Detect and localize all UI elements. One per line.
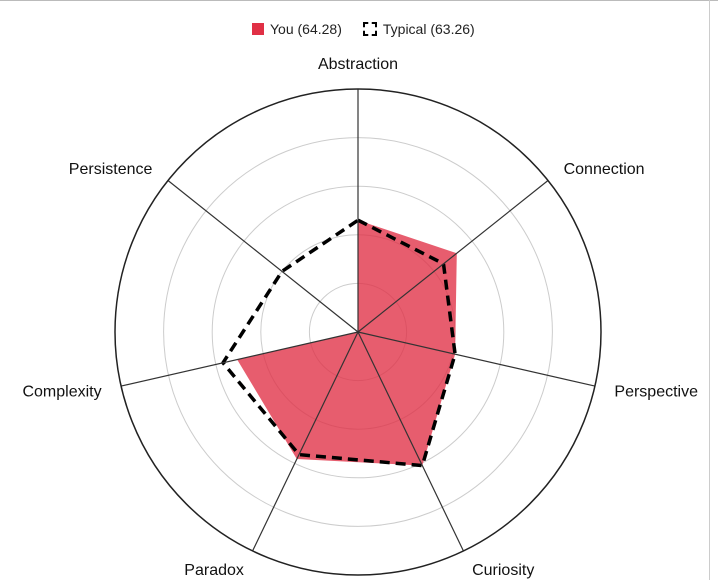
- legend-item-you[interactable]: You (64.28): [252, 21, 342, 37]
- axis-spoke-paradox: [252, 331, 359, 552]
- series-you-area: [237, 220, 457, 466]
- outer-ring: [114, 88, 602, 576]
- axis-spoke-persistence: [167, 180, 359, 333]
- legend-swatch-you: [252, 23, 264, 35]
- legend-item-typical[interactable]: Typical (63.26): [362, 21, 475, 37]
- axis-spoke-complexity: [120, 331, 359, 387]
- scrollbar-edge: [709, 0, 710, 580]
- legend-swatch-typical: [362, 22, 377, 36]
- axis-spoke-perspective: [357, 331, 596, 387]
- legend-label-typical: Typical (63.26): [382, 21, 475, 37]
- axis-label-perspective: Perspective: [614, 384, 698, 401]
- axis-label-abstraction: Abstraction: [318, 56, 398, 73]
- axis-label-persistence: Persistence: [69, 161, 153, 178]
- top-border: [0, 0, 718, 1]
- axis-label-complexity: Complexity: [22, 384, 101, 401]
- axis-label-paradox: Paradox: [184, 562, 244, 579]
- axis-spoke-curiosity: [357, 331, 464, 552]
- chart-legend: You (64.28) Typical (63.26): [252, 21, 496, 37]
- axis-label-curiosity: Curiosity: [472, 562, 534, 579]
- axis-spoke-connection: [357, 180, 549, 333]
- legend-label-you: You (64.28): [270, 21, 342, 37]
- axis-label-connection: Connection: [564, 161, 645, 178]
